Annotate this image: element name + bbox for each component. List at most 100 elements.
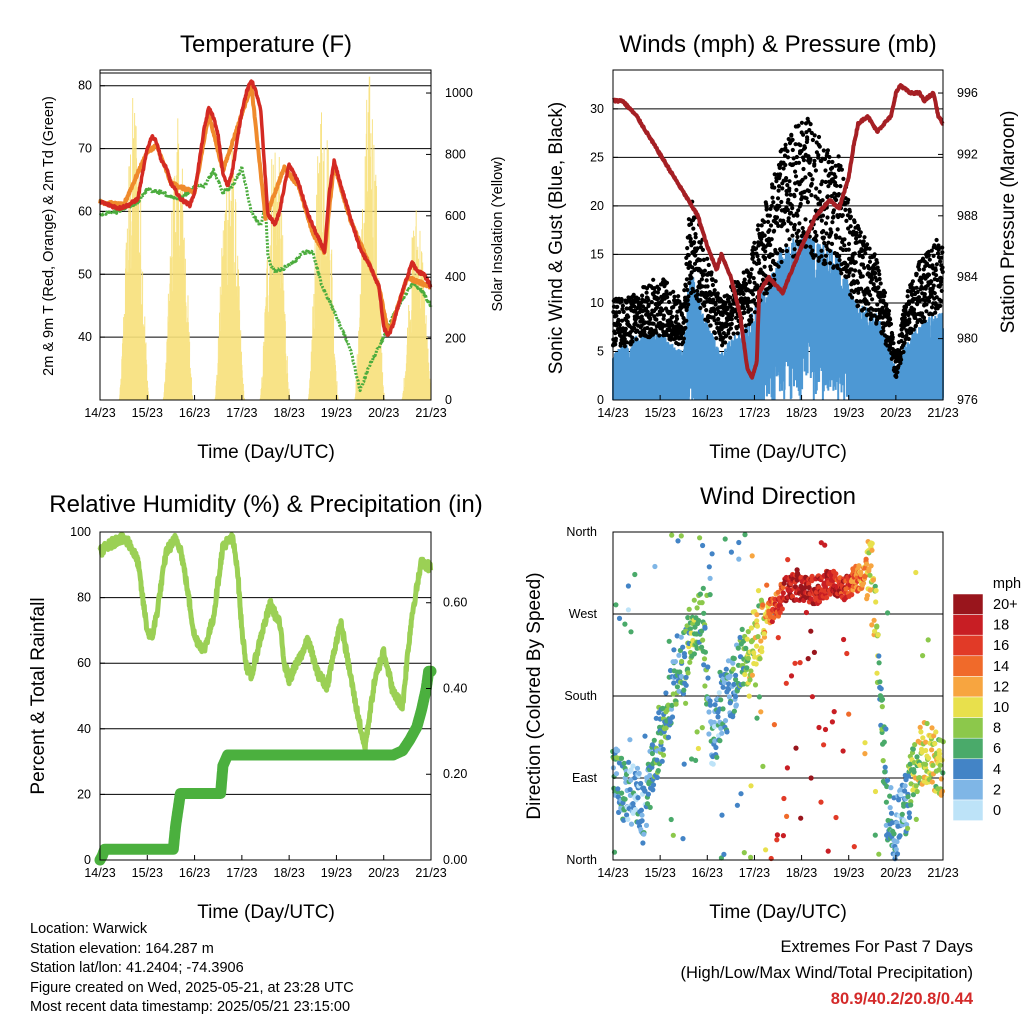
- direction-point: [628, 767, 634, 773]
- extremes-heading: Extremes For Past 7 Days: [780, 938, 973, 956]
- direction-point: [918, 729, 924, 735]
- winds-xtick-label: 18/23: [786, 406, 817, 420]
- winds-ytick-label: 25: [590, 150, 604, 164]
- legend-label: 2: [993, 782, 1001, 798]
- temperature-ytick-label: 60: [78, 204, 92, 218]
- temperature-ylabel-right: Solar Insolation (Yellow): [490, 156, 506, 311]
- direction-point: [677, 669, 683, 675]
- direction-point: [882, 769, 888, 775]
- direction-point: [862, 740, 868, 746]
- direction-point: [671, 647, 677, 653]
- temperature-xtick-label: 15/23: [132, 406, 163, 420]
- direction-point: [829, 719, 836, 725]
- direction-point: [937, 751, 943, 757]
- direction-point: [697, 591, 704, 597]
- direction-point: [870, 577, 877, 583]
- direction-point: [683, 674, 689, 680]
- direction-point: [897, 833, 903, 839]
- direction-point: [739, 626, 745, 633]
- direction-point: [758, 638, 764, 644]
- direction-point: [700, 542, 706, 549]
- direction-point: [749, 553, 755, 559]
- direction-point: [917, 724, 923, 731]
- winds-xtick-label: 17/23: [739, 406, 770, 420]
- direction-point: [846, 711, 852, 717]
- direction-point: [632, 571, 638, 578]
- direction-ytick-label: South: [564, 689, 597, 703]
- direction-point: [724, 729, 730, 735]
- winds-y2tick-label: 992: [957, 147, 978, 161]
- direction-point: [691, 597, 697, 603]
- direction-point: [872, 628, 878, 634]
- direction-point: [696, 617, 702, 624]
- legend-label: 10: [993, 700, 1009, 716]
- winds-ylabel-left: Sonic Wind & Gust (Blue, Black): [546, 102, 567, 374]
- direction-point: [797, 660, 803, 666]
- direction-point: [898, 792, 904, 798]
- station-info: Location: Warwick Station elevation: 164…: [30, 920, 354, 1018]
- direction-point: [711, 724, 718, 730]
- extremes-box: Extremes For Past 7 Days (High/Low/Max W…: [680, 934, 973, 1012]
- direction-point: [912, 742, 918, 748]
- direction-point: [615, 748, 621, 754]
- direction-point: [775, 635, 781, 641]
- direction-point: [706, 731, 712, 737]
- recent-data-timestamp: Most recent data timestamp: 2025/05/21 2…: [30, 999, 351, 1015]
- direction-point: [681, 687, 687, 693]
- direction-xtick-label: 16/23: [692, 866, 723, 880]
- direction-point: [841, 636, 847, 643]
- direction-point: [822, 542, 828, 548]
- direction-point: [764, 582, 770, 588]
- temperature-ytick-label: 70: [78, 142, 92, 156]
- direction-point: [929, 747, 935, 753]
- temperature-y2tick-label: 1000: [445, 86, 473, 100]
- direction-point: [674, 684, 681, 690]
- direction-point: [893, 846, 899, 852]
- humidity-xtick-label: 17/23: [226, 866, 257, 880]
- direction-point: [660, 752, 667, 758]
- direction-point: [687, 626, 694, 632]
- direction-xlabel: Time (Day/UTC): [709, 902, 847, 923]
- direction-point: [898, 787, 904, 793]
- direction-point: [920, 735, 926, 741]
- direction-point: [674, 633, 680, 639]
- direction-point: [701, 656, 708, 662]
- direction-point: [685, 670, 691, 676]
- direction-point: [685, 615, 691, 621]
- winds-ytick-label: 30: [590, 102, 604, 116]
- humidity-xtick-label: 20/23: [368, 866, 399, 880]
- direction-point: [681, 651, 688, 657]
- legend-label: 0: [993, 803, 1001, 819]
- direction-point: [885, 610, 891, 616]
- relative-humidity-series: [97, 532, 434, 753]
- direction-point: [683, 682, 689, 688]
- direction-point: [676, 688, 682, 694]
- direction-point: [910, 792, 917, 798]
- humidity-ytick-label: 80: [77, 591, 91, 605]
- direction-point: [719, 730, 725, 736]
- direction-point: [743, 645, 749, 652]
- direction-point: [635, 795, 641, 801]
- direction-point: [876, 653, 882, 659]
- direction-point: [808, 628, 814, 634]
- direction-point: [694, 729, 700, 735]
- direction-point: [931, 733, 937, 739]
- direction-point: [760, 602, 766, 608]
- direction-point: [721, 679, 728, 686]
- direction-point: [894, 839, 900, 845]
- direction-point: [736, 539, 742, 546]
- direction-point: [784, 765, 791, 771]
- direction-point: [864, 596, 870, 602]
- humidity-y2tick-label: 0.60: [443, 596, 467, 610]
- direction-point: [780, 833, 787, 839]
- direction-point: [756, 694, 763, 700]
- direction-point: [669, 532, 675, 538]
- humidity-xtick-label: 21/23: [415, 866, 446, 880]
- direction-point: [754, 612, 760, 618]
- direction-point: [849, 592, 855, 598]
- direction-point: [809, 694, 816, 700]
- direction-point: [824, 595, 830, 601]
- direction-point: [759, 649, 765, 655]
- direction-point: [932, 741, 938, 747]
- direction-point: [711, 719, 717, 726]
